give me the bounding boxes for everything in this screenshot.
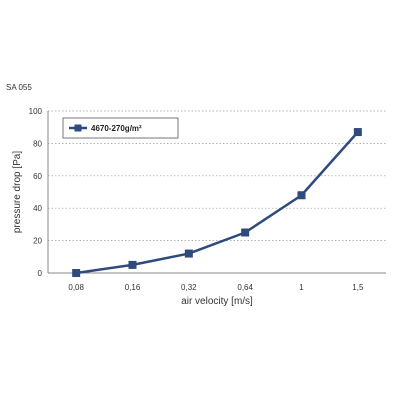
x-axis-title: air velocity [m/s] — [181, 296, 253, 307]
data-point — [128, 260, 137, 269]
x-tick-label: 1 — [299, 283, 304, 292]
data-point — [241, 228, 250, 237]
x-tick-label: 0,64 — [237, 283, 253, 292]
data-point — [184, 249, 193, 258]
y-tick-label: 80 — [33, 139, 42, 148]
x-tick-label: 0,08 — [68, 283, 84, 292]
legend-marker — [74, 124, 82, 132]
x-tick-labels: 0,08 0,16 0,32 0,64 1 1,5 — [68, 283, 364, 292]
y-tick-label: 100 — [29, 107, 43, 116]
data-point — [72, 269, 81, 277]
data-point — [353, 128, 362, 137]
y-tick-label: 20 — [33, 237, 42, 246]
chart-code-label: SA 055 — [6, 83, 32, 92]
grid-lines — [48, 110, 386, 241]
legend: 4670-270g/m² — [62, 117, 179, 139]
y-tick-label: 60 — [33, 172, 42, 181]
x-tick-label: 0,16 — [125, 283, 141, 292]
legend-label: 4670-270g/m² — [91, 124, 142, 133]
series-line — [75, 131, 359, 275]
legend-box — [62, 117, 179, 139]
y-tick-labels: 0 20 40 60 80 100 — [29, 107, 43, 278]
x-tick-label: 1,5 — [352, 283, 364, 292]
y-tick-label: 0 — [38, 269, 43, 278]
y-tick-label: 40 — [33, 204, 42, 213]
x-tick-label: 0,32 — [181, 283, 197, 292]
y-axis-title: pressure drop [Pa] — [12, 151, 23, 233]
data-point — [297, 191, 306, 200]
series-group — [72, 128, 362, 277]
